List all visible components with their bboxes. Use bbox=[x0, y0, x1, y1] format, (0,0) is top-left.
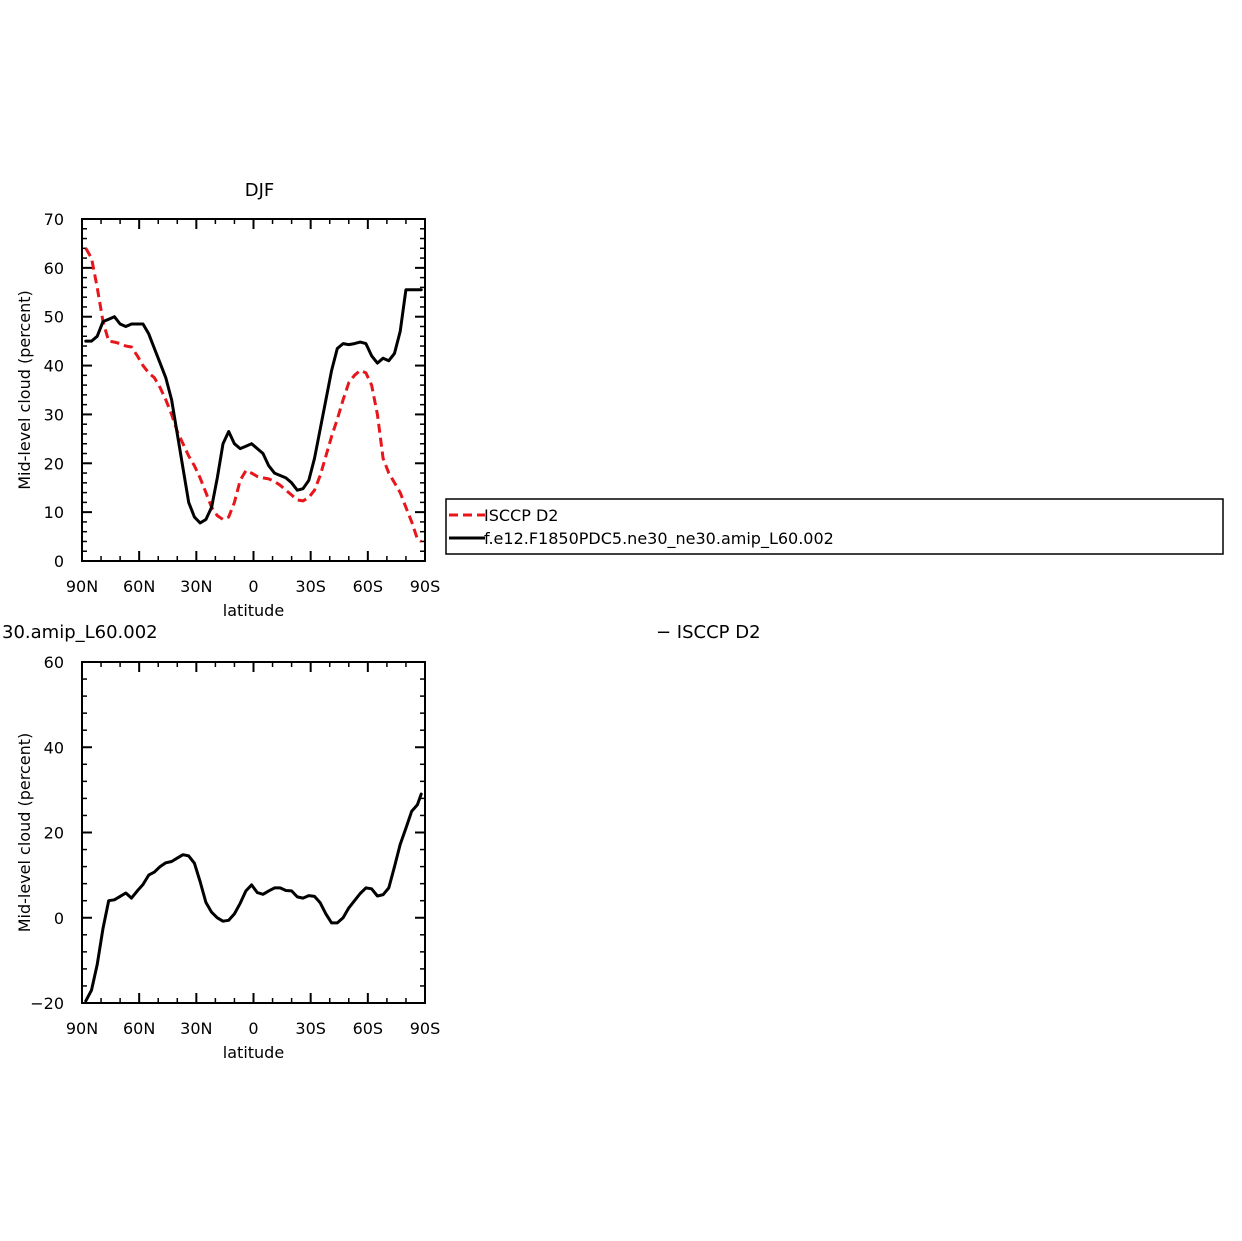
x-tick-label: 60S bbox=[353, 577, 384, 596]
y-axis-label: Mid-level cloud (percent) bbox=[15, 290, 34, 490]
chart-title-right: − ISCCP D2 bbox=[656, 622, 761, 643]
x-tick-label: 90N bbox=[66, 1019, 98, 1038]
legend: ISCCP D2 f.e12.F1850PDC5.ne30_ne30.amip_… bbox=[445, 498, 1224, 555]
series-line-model bbox=[84, 792, 423, 1003]
series-line-model bbox=[84, 288, 423, 525]
x-axis-label: latitude bbox=[223, 1043, 284, 1062]
y-tick-label: 40 bbox=[44, 738, 64, 757]
y-tick-label: 30 bbox=[44, 405, 64, 424]
plot-frame bbox=[81, 218, 426, 562]
legend-box bbox=[445, 498, 1224, 555]
y-tick-label: 40 bbox=[44, 357, 64, 376]
x-tick-label: 30N bbox=[180, 1019, 212, 1038]
y-axis-label: Mid-level cloud (percent) bbox=[15, 733, 34, 933]
chart-title: DJF bbox=[245, 180, 275, 201]
x-tick-label: 30S bbox=[295, 1019, 326, 1038]
legend-label-isccp: ISCCP D2 bbox=[484, 506, 558, 525]
y-tick-label: 20 bbox=[44, 454, 64, 473]
chart-title-left: 30.amip_L60.002 bbox=[2, 622, 158, 643]
x-tick-label: 60N bbox=[123, 1019, 155, 1038]
y-tick-label: 50 bbox=[44, 308, 64, 327]
y-tick-label: 0 bbox=[54, 552, 64, 571]
axis-ticks: 90N 60N 30N 0 30S 60S 90S 0 10 20 30 40 50 60 70 bbox=[44, 210, 441, 596]
x-tick-label: 60S bbox=[353, 1019, 384, 1038]
y-tick-label: 70 bbox=[44, 210, 64, 229]
series-group bbox=[84, 247, 423, 543]
x-tick-label: 0 bbox=[248, 1019, 258, 1038]
y-tick-label: 0 bbox=[54, 909, 64, 928]
panel-difference: 30.amip_L60.002 − ISCCP D2 latitude Mid-… bbox=[2, 622, 761, 1062]
plot-frame bbox=[81, 661, 426, 1004]
x-tick-label: 0 bbox=[248, 577, 258, 596]
y-tick-label: 10 bbox=[44, 503, 64, 522]
series-line-isccp bbox=[84, 247, 423, 543]
x-tick-label: 90S bbox=[410, 1019, 441, 1038]
x-tick-label: 90S bbox=[410, 577, 441, 596]
x-tick-label: 60N bbox=[123, 577, 155, 596]
y-tick-label: 60 bbox=[44, 653, 64, 672]
panel-djf: DJF latitude Mid-level cloud (percent) 9… bbox=[15, 180, 1224, 620]
y-tick-label: 60 bbox=[44, 259, 64, 278]
legend-label-model: f.e12.F1850PDC5.ne30_ne30.amip_L60.002 bbox=[484, 529, 834, 549]
series-group bbox=[84, 792, 423, 1003]
x-tick-label: 30N bbox=[180, 577, 212, 596]
x-axis-label: latitude bbox=[223, 601, 284, 620]
axis-ticks: 90N 60N 30N 0 30S 60S 90S −20 0 20 40 60 bbox=[30, 653, 440, 1038]
y-tick-label: −20 bbox=[30, 994, 64, 1013]
y-tick-label: 20 bbox=[44, 824, 64, 843]
x-tick-label: 90N bbox=[66, 577, 98, 596]
x-tick-label: 30S bbox=[295, 577, 326, 596]
